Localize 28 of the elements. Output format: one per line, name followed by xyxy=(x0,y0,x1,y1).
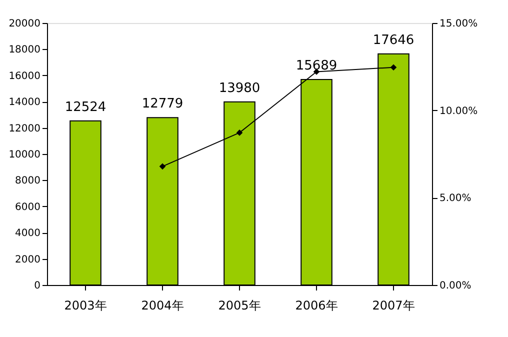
data-label: 12779 xyxy=(142,96,184,112)
y-tick-label: 0 xyxy=(34,280,40,292)
x-tick-label: 2004年 xyxy=(141,298,184,312)
y2-tick-label: 10.00% xyxy=(440,106,478,117)
data-label: 12524 xyxy=(64,100,106,115)
y-tick-label: 4000 xyxy=(15,228,40,240)
y2-tick-label: 5.00% xyxy=(440,193,472,204)
y-tick-label: 6000 xyxy=(15,202,40,213)
x-tick-label: 2005年 xyxy=(218,298,261,312)
y-tick-label: 8000 xyxy=(15,176,40,187)
data-label: 15689 xyxy=(296,58,338,74)
y2-tick-label: 15.00% xyxy=(440,18,478,30)
x-tick-label: 2006年 xyxy=(295,298,338,312)
y-tick-label: 2000 xyxy=(15,254,40,266)
point xyxy=(236,130,243,136)
y-tick-label: 14000 xyxy=(8,97,40,108)
data-label: 13980 xyxy=(218,80,260,96)
point xyxy=(159,163,166,170)
y-tick-label: 16000 xyxy=(8,70,40,82)
point xyxy=(390,64,397,71)
y-tick-label: 18000 xyxy=(8,44,40,56)
y-tick-label: 20000 xyxy=(8,18,40,30)
y-tick-label: 12000 xyxy=(8,123,40,134)
y2-tick-label: 0.00% xyxy=(440,280,472,292)
x-tick-label: 2003年 xyxy=(64,298,107,312)
data-label: 17646 xyxy=(372,32,414,48)
y-tick-label: 10000 xyxy=(8,150,40,160)
x-tick-label: 2007年 xyxy=(372,298,415,312)
